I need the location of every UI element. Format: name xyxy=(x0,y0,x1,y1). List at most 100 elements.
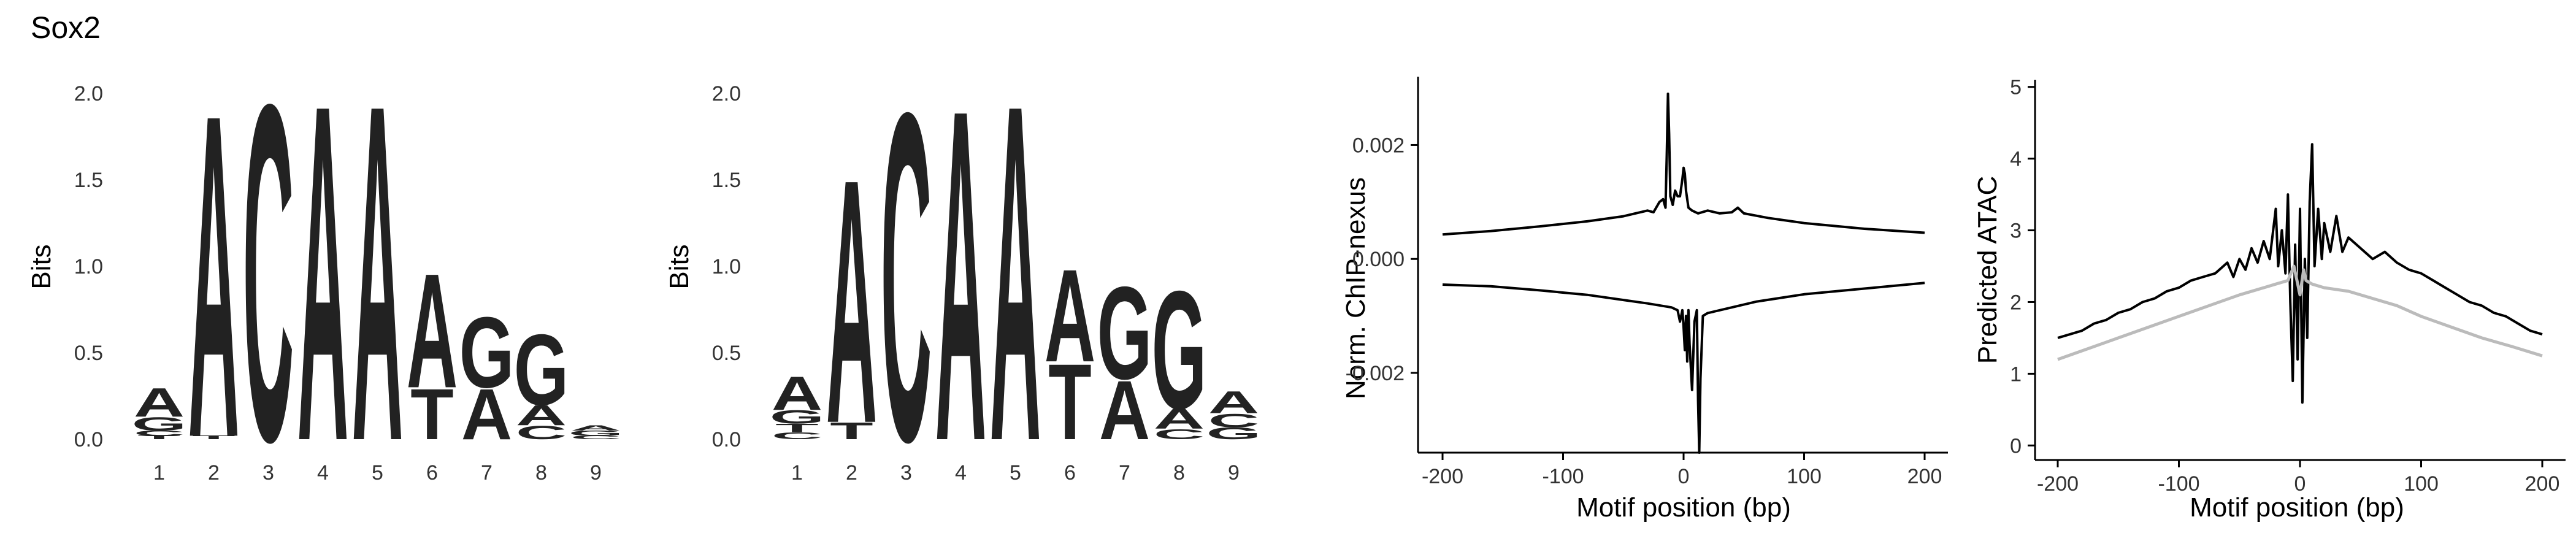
series-line-1 xyxy=(1442,92,1925,236)
y-tick-label: -0.002 xyxy=(1346,362,1405,385)
logo-letter: C xyxy=(570,435,621,440)
logo-letter: G xyxy=(770,406,825,427)
series-line-2 xyxy=(1442,282,1925,454)
logo-letter: G xyxy=(1206,424,1262,443)
logo-letter: A xyxy=(935,11,986,540)
atac-xlabel: Motif position (bp) xyxy=(2190,493,2404,523)
logo-position-label: 2 xyxy=(208,461,220,485)
logo-letter: C xyxy=(1208,410,1259,431)
x-tick-label: 100 xyxy=(1787,465,1822,488)
logo-position-label: 5 xyxy=(1010,461,1021,485)
x-tick-label: 0 xyxy=(2294,472,2306,496)
chipnexus-xlabel: Motif position (bp) xyxy=(1576,493,1791,523)
logo-letter: G xyxy=(132,413,187,435)
logo-letter: A xyxy=(990,4,1041,542)
logo-ytick-label: 1.5 xyxy=(712,169,741,192)
y-tick-label: 4 xyxy=(2010,148,2022,171)
logo-letter: C xyxy=(772,431,822,441)
x-tick-label: -100 xyxy=(2158,472,2199,496)
y-tick-label: 1 xyxy=(2010,362,2022,386)
atac-profile-chart: Predicted ATAC Motif position (bp) -200 -… xyxy=(1972,76,2566,523)
figure-title: Sox2 xyxy=(31,10,101,45)
logo-letter: G xyxy=(1097,259,1152,407)
logo-letter: C xyxy=(134,429,185,437)
logo-position-label: 1 xyxy=(153,461,165,485)
logo-letter: C xyxy=(881,15,932,539)
logo-letter: T xyxy=(192,435,236,440)
x-tick-label: -200 xyxy=(2037,472,2079,496)
logo-position-label: 5 xyxy=(372,461,383,485)
logo-letter: A xyxy=(570,424,621,432)
logo-ytick-label: 2.0 xyxy=(74,82,103,105)
logo-position-label: 6 xyxy=(426,461,438,485)
logo-letter: A xyxy=(188,18,239,534)
logo-ytick-label: 1.5 xyxy=(74,169,103,192)
logo-letter: G xyxy=(569,429,624,437)
logo-ytick-label: 0.0 xyxy=(74,428,103,451)
logo-letter: A xyxy=(826,107,877,496)
series-line-2 xyxy=(2057,264,2543,361)
logo-position-label: 3 xyxy=(900,461,912,485)
logo-letter: A xyxy=(772,366,822,420)
logo-ytick-label: 1.0 xyxy=(74,255,103,278)
y-tick-label: 2 xyxy=(2010,291,2022,314)
logo-position-label: 9 xyxy=(1228,461,1240,485)
logo-1-ylabel: Bits xyxy=(26,244,56,289)
logo-letter: T xyxy=(775,421,818,435)
logo-ytick-label: 0.0 xyxy=(712,428,741,451)
logo-position-label: 7 xyxy=(1119,461,1130,485)
logo-letter: A xyxy=(1154,402,1205,435)
logo-letter: C xyxy=(1154,426,1205,442)
logo-position-label: 8 xyxy=(535,461,547,485)
logo-position-label: 6 xyxy=(1064,461,1076,485)
logo-2-ylabel: Bits xyxy=(664,244,694,289)
logo-ytick-label: 1.0 xyxy=(712,255,741,278)
y-tick-label: 0.000 xyxy=(1352,248,1405,271)
logo-position-label: 9 xyxy=(590,461,602,485)
logo-letter: T xyxy=(137,435,181,440)
logo-letter: T xyxy=(1048,341,1091,462)
chipnexus-ylabel: Norm. ChIP-nexus xyxy=(1341,177,1371,399)
x-tick-label: 0 xyxy=(1678,465,1690,488)
logo-position-label: 7 xyxy=(481,461,493,485)
x-tick-label: 200 xyxy=(1907,465,1942,488)
logo-position-label: 8 xyxy=(1173,461,1185,485)
logo-letter: A xyxy=(1208,385,1259,420)
logo-letter: A xyxy=(1099,363,1150,458)
atac-ylabel: Predicted ATAC xyxy=(1972,176,2003,364)
logo-letter: T xyxy=(410,374,453,454)
logo-position-label: 2 xyxy=(846,461,857,485)
logo-position-label: 4 xyxy=(317,461,329,485)
logo-letter: G xyxy=(514,313,569,426)
logo-ytick-label: 2.0 xyxy=(712,82,741,105)
logo-letter: A xyxy=(516,399,567,432)
logo-position-label: 1 xyxy=(791,461,803,485)
logo-letter: G xyxy=(459,296,515,409)
logo-letter: A xyxy=(134,380,185,425)
series-line-1 xyxy=(2057,143,2543,404)
x-tick-label: -100 xyxy=(1542,465,1584,488)
logo-letter: A xyxy=(1045,242,1095,390)
logo-letter: A xyxy=(407,240,458,422)
logo-letter: A xyxy=(461,374,512,454)
logo-letter: T xyxy=(830,418,873,445)
logo-letter: A xyxy=(352,4,403,542)
x-tick-label: -200 xyxy=(1422,465,1463,488)
y-tick-label: 0 xyxy=(2010,434,2022,458)
x-tick-label: 100 xyxy=(2404,472,2439,496)
logo-letter: C xyxy=(516,422,567,443)
logo-ytick-label: 0.5 xyxy=(712,342,741,365)
logo-ytick-label: 0.5 xyxy=(74,342,103,365)
logo-letter: G xyxy=(1152,256,1207,444)
logo-position-label: 4 xyxy=(955,461,967,485)
logo-letter: A xyxy=(297,4,348,542)
y-tick-label: 0.002 xyxy=(1352,134,1405,157)
x-tick-label: 200 xyxy=(2525,472,2560,496)
y-tick-label: 3 xyxy=(2010,220,2022,243)
logo-position-label: 3 xyxy=(263,461,274,485)
logo-letter: C xyxy=(243,4,294,542)
y-tick-label: 5 xyxy=(2010,76,2022,99)
